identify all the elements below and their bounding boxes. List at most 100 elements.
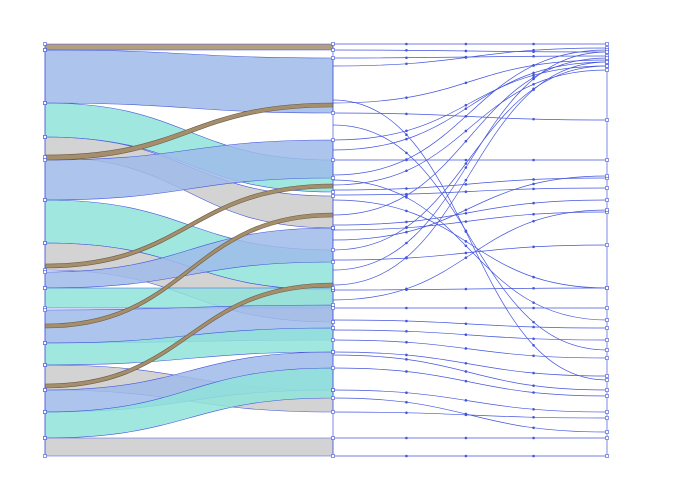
link-curve (332, 209, 608, 301)
link-point (405, 256, 408, 259)
link-point (532, 178, 535, 181)
link-curve (332, 124, 608, 351)
link-point (405, 96, 408, 99)
node-handle (43, 270, 47, 274)
link-point (405, 370, 408, 373)
link-curve (332, 287, 608, 291)
link-point (405, 391, 408, 395)
nodes (43, 42, 609, 458)
link-point (464, 129, 468, 133)
link-curve (332, 99, 608, 381)
node-handle (605, 174, 609, 178)
node-handle (605, 56, 609, 60)
link-point (464, 114, 468, 118)
node-handle (605, 326, 609, 330)
link-point (464, 379, 468, 383)
node-handle (43, 42, 47, 46)
ribbon (44, 49, 334, 114)
link-point (405, 42, 408, 46)
node-handle (43, 363, 47, 367)
link-point (532, 73, 535, 77)
node-handle (605, 318, 609, 322)
link-point (532, 82, 535, 86)
node-handle (605, 64, 609, 68)
link-point (405, 319, 408, 323)
link-point (405, 133, 408, 136)
link-point (405, 454, 408, 458)
link-point (405, 158, 408, 161)
node-handle (43, 308, 47, 312)
node-handle (43, 410, 47, 414)
link-point (532, 245, 535, 249)
node-handle (331, 410, 335, 414)
link-curve (332, 61, 608, 286)
link-curve (332, 199, 608, 226)
node-handle (331, 388, 335, 392)
link-point (405, 241, 408, 245)
link-point (532, 301, 535, 304)
link-curve (332, 367, 608, 397)
link-point (405, 187, 408, 190)
link-point (532, 48, 535, 52)
link-point (532, 275, 535, 279)
link-point (532, 77, 535, 81)
node-handle (605, 410, 609, 414)
link-point (532, 88, 535, 91)
node-handle (605, 42, 609, 46)
link-point (464, 251, 468, 255)
link-point (464, 361, 468, 365)
link-point (405, 137, 408, 141)
link-point (464, 240, 468, 243)
node-handle (43, 198, 47, 202)
node-handle (331, 260, 335, 264)
node-handle (331, 194, 335, 198)
link-point (405, 411, 408, 415)
node-handle (605, 208, 609, 212)
link-point (464, 399, 468, 402)
link-point (405, 48, 408, 52)
node-handle (331, 56, 335, 60)
link-point (532, 320, 535, 324)
link-point (532, 415, 535, 419)
node-handle (331, 226, 335, 230)
node-handle (605, 388, 609, 392)
node-handle (605, 356, 609, 360)
node-handle (331, 306, 335, 310)
link-point (532, 71, 535, 75)
link-point (464, 370, 468, 373)
link-point (405, 400, 408, 404)
link-point (532, 371, 535, 375)
node-handle (43, 436, 47, 440)
link-curve (332, 65, 608, 141)
link-point (532, 454, 535, 458)
node-handle (43, 241, 47, 245)
link-point (532, 64, 535, 67)
link-curve (332, 69, 608, 186)
node-handle (331, 158, 335, 162)
link-point (532, 187, 535, 191)
node-handle (43, 341, 47, 345)
node-handle (605, 374, 609, 378)
link-point (464, 287, 468, 291)
link-point (405, 329, 408, 333)
link-point (532, 306, 535, 310)
link-point (405, 358, 408, 361)
link-curve (332, 199, 608, 289)
link-point (464, 183, 468, 186)
node-handle (331, 138, 335, 142)
link-point (464, 158, 468, 162)
ribbon (44, 437, 334, 457)
link-curve (332, 179, 608, 321)
link-point (405, 194, 408, 197)
node-handle (605, 436, 609, 440)
link-curve (332, 244, 608, 261)
link-point (464, 103, 468, 107)
node-handle (331, 454, 335, 458)
link-point (532, 219, 535, 223)
link-point (464, 56, 468, 59)
link-curve (332, 389, 608, 413)
node-handle (605, 243, 609, 247)
node-handle (605, 430, 609, 434)
node-handle (331, 42, 335, 46)
